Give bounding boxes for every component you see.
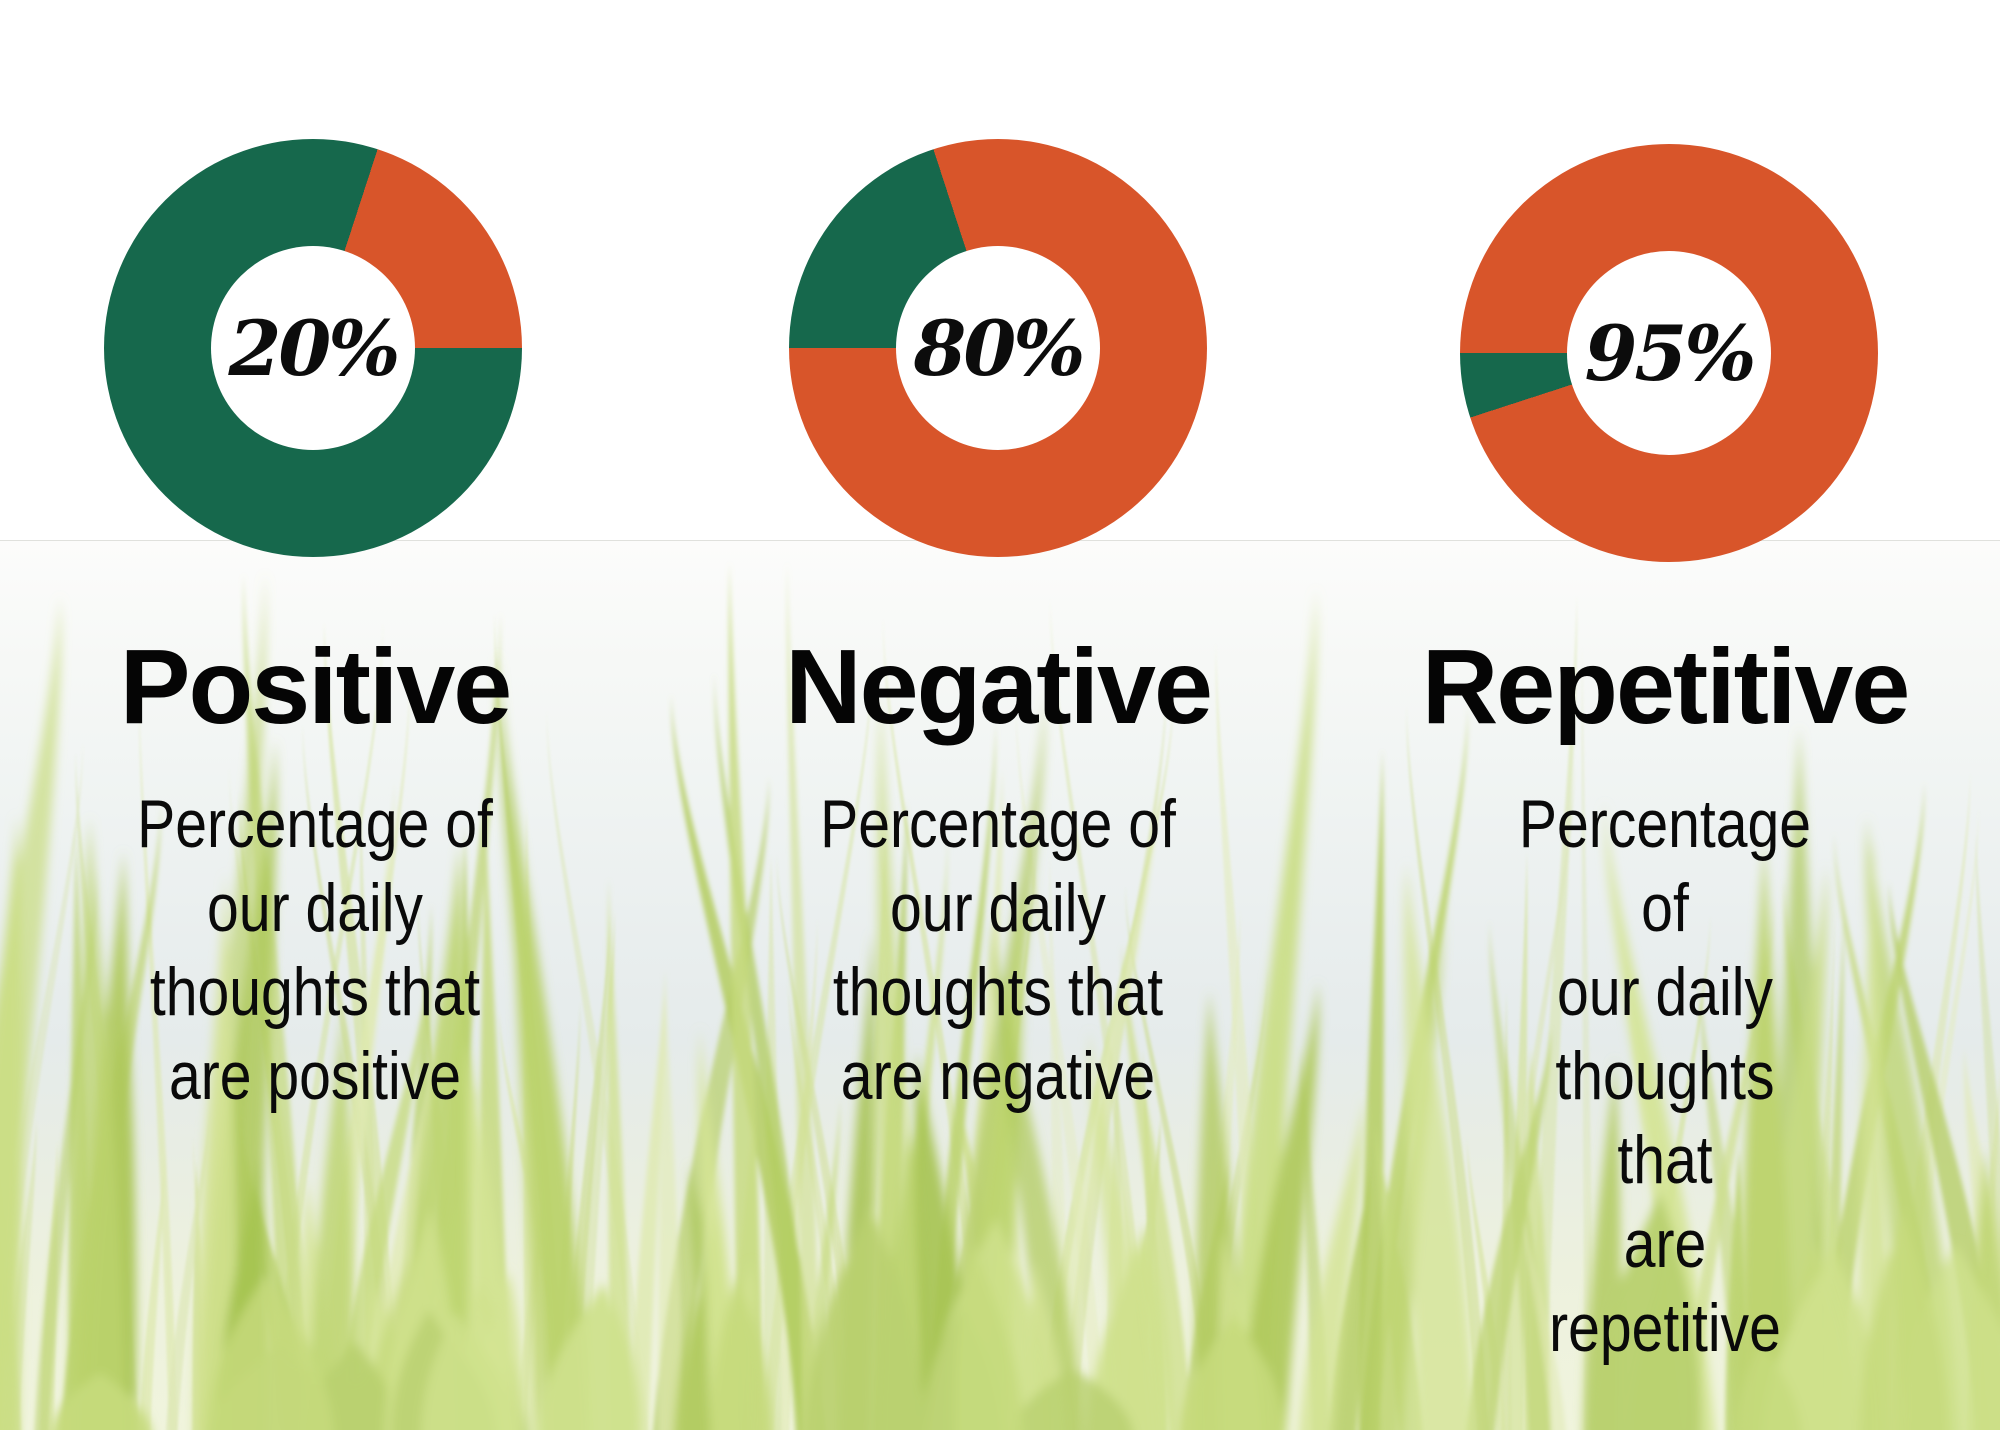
donut-chart-repetitive: 95% xyxy=(1460,144,1878,562)
chart-title-negative: Negative xyxy=(785,628,1213,746)
donut-hole: 20% xyxy=(211,246,415,450)
donut-percent-label: 80% xyxy=(913,303,1086,393)
chart-description-positive: Percentage of our daily thoughts that ar… xyxy=(137,786,493,1114)
grass-illustration xyxy=(0,541,2000,1430)
chart-title-repetitive: Repetitive xyxy=(1421,628,1911,746)
chart-description-repetitive: Percentage of our daily thoughts that ar… xyxy=(1518,786,1812,1366)
donut-chart-positive: 20% xyxy=(104,139,522,557)
chart-title-positive: Positive xyxy=(119,628,513,746)
grass-photo-background xyxy=(0,540,2000,1430)
donut-hole: 95% xyxy=(1567,251,1771,455)
chart-description-negative: Percentage of our daily thoughts that ar… xyxy=(820,786,1176,1114)
donut-chart-negative: 80% xyxy=(789,139,1207,557)
donut-percent-label: 95% xyxy=(1584,308,1757,398)
donut-hole: 80% xyxy=(896,246,1100,450)
donut-percent-label: 20% xyxy=(228,303,401,393)
